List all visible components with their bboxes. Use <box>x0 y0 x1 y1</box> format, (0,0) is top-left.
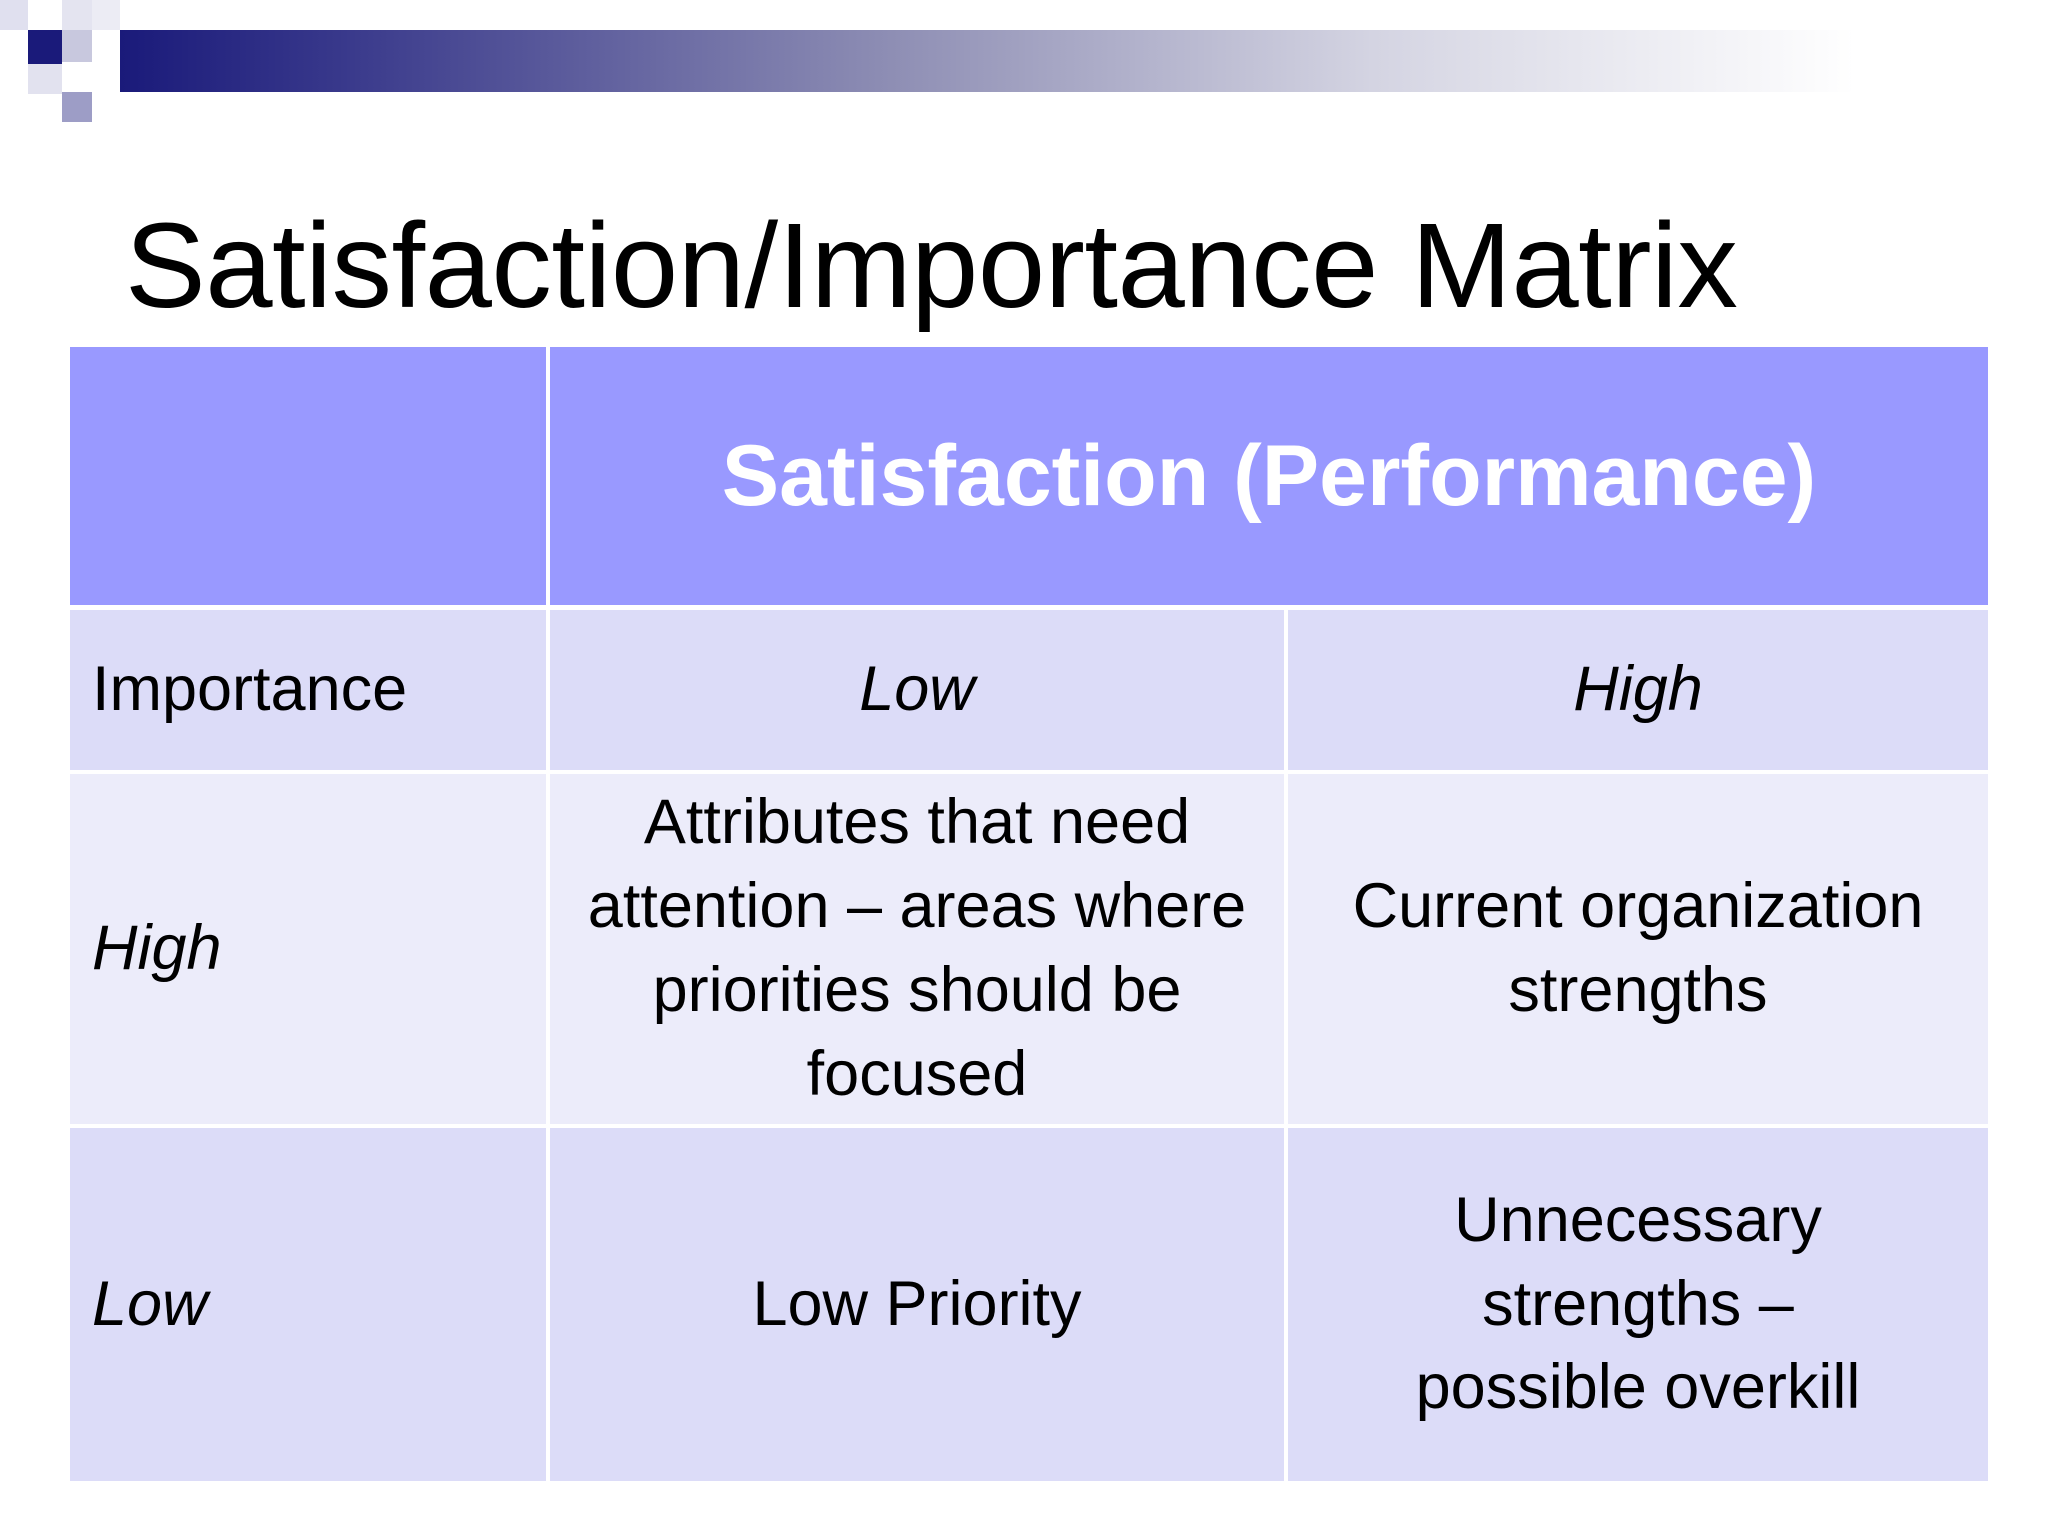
banner-square <box>62 30 92 62</box>
column-label-low-cell: Low <box>550 610 1284 770</box>
satisfaction-header-label: Satisfaction (Performance) <box>721 427 1817 524</box>
row-label-low-cell: Low <box>70 1128 546 1481</box>
matrix-cell-high-low: Attributes that need attention – areas w… <box>550 774 1284 1124</box>
matrix-cell-text: Attributes that need attention – areas w… <box>587 787 1247 1109</box>
column-label-high-cell: High <box>1288 610 1988 770</box>
matrix-cell-low-high: Unnecessary strengths – possible overkil… <box>1288 1128 1988 1481</box>
matrix-cell-high-high: Current organization strengths <box>1288 774 1988 1124</box>
banner-square <box>62 0 92 30</box>
header-corner-cell <box>70 347 546 605</box>
matrix-cell-text: Current organization strengths <box>1352 871 1924 1025</box>
banner-square <box>92 30 120 62</box>
matrix-cell-text: Unnecessary strengths – possible overkil… <box>1415 1184 1861 1423</box>
column-label-low: Low <box>859 654 975 725</box>
banner-square <box>28 30 62 64</box>
banner-square <box>28 64 62 94</box>
importance-label-cell: Importance <box>70 610 546 770</box>
matrix-cell-low-low: Low Priority <box>550 1128 1284 1481</box>
row-label-high-cell: High <box>70 774 546 1124</box>
decorative-banner <box>0 0 2048 130</box>
satisfaction-importance-matrix: Satisfaction (Performance) Importance Lo… <box>70 347 1988 1485</box>
importance-label: Importance <box>92 654 408 725</box>
banner-square <box>92 0 120 30</box>
satisfaction-header-cell: Satisfaction (Performance) <box>550 347 1988 605</box>
banner-gradient-bar <box>120 30 2048 92</box>
banner-square <box>0 0 28 30</box>
row-label-low: Low <box>92 1268 208 1339</box>
banner-square <box>62 92 92 122</box>
column-label-high: High <box>1573 654 1703 725</box>
matrix-cell-text: Low Priority <box>752 1268 1082 1339</box>
row-label-high: High <box>92 913 222 984</box>
slide-title: Satisfaction/Importance Matrix <box>125 197 1738 333</box>
